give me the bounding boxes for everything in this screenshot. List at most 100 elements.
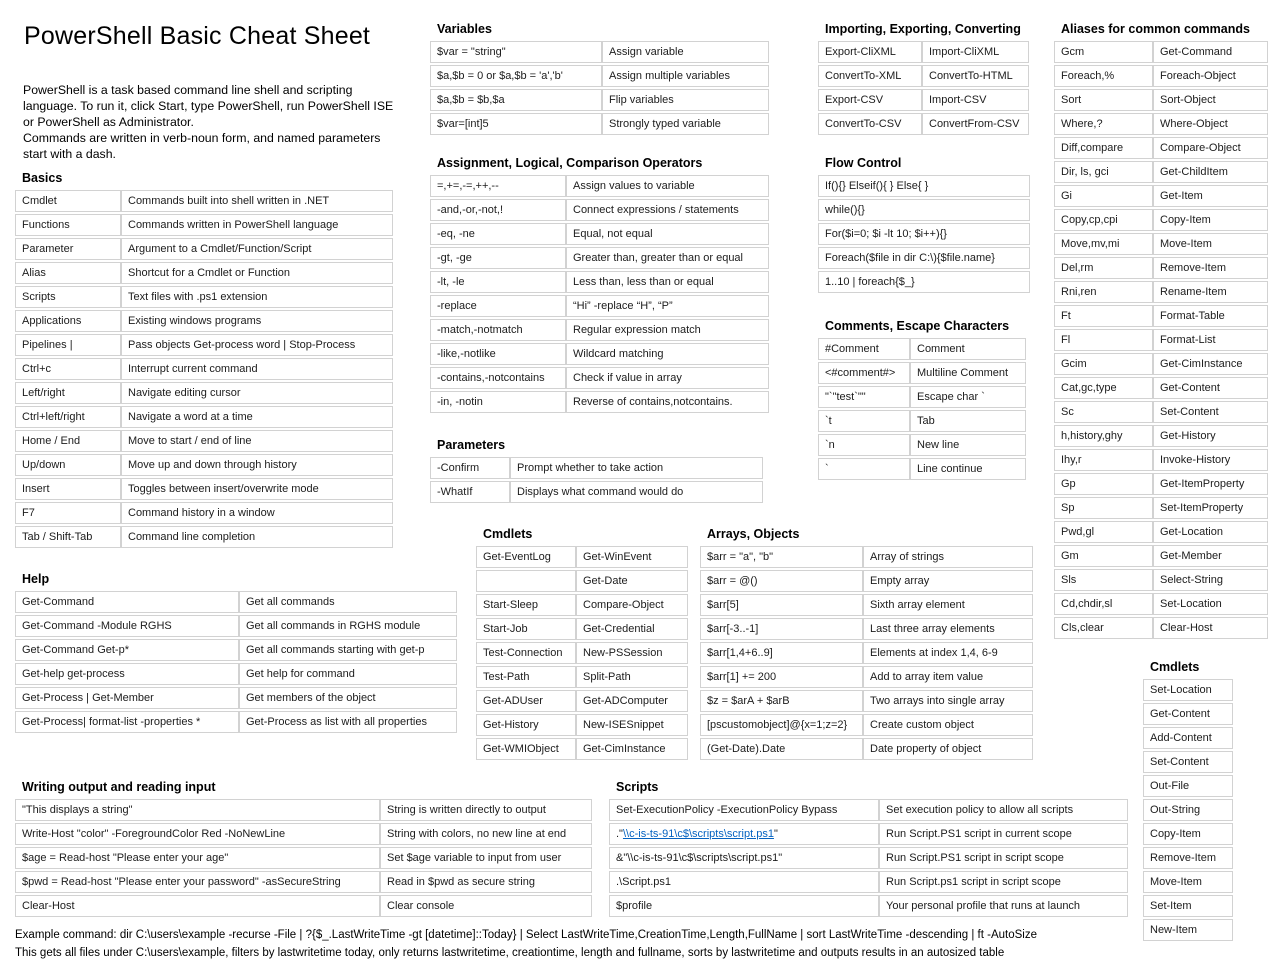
table-cell: Gcm — [1054, 41, 1153, 63]
script-path-link[interactable]: \\c-is-ts-91\c$\scripts\script.ps1 — [622, 828, 774, 840]
table-cell — [476, 570, 576, 592]
table-row: #Comment Comment — [818, 338, 1026, 360]
table-row: -WhatIf Displays what command would do — [430, 481, 763, 503]
table-row: -match,-notmatch Regular expression match — [430, 319, 769, 341]
table-cell: Shortcut for a Cmdlet or Function — [121, 262, 393, 284]
table-row: -in, -notin Reverse of contains,notcontai… — [430, 391, 769, 413]
table-cell: [pscustomobject]@{x=1;z=2} — [700, 714, 863, 736]
table-row: Ctrl+left/right Navigate a word at a time — [15, 406, 393, 428]
table-cell: Less than, less than or equal — [566, 271, 769, 293]
table-cell: Set-ItemProperty — [1153, 497, 1268, 519]
help-heading: Help — [22, 572, 50, 586]
table-cell: h,history,ghy — [1054, 425, 1153, 447]
table-row: Copy-Item — [1143, 823, 1233, 845]
table-cell: -and,-or,-not,! — [430, 199, 566, 221]
variables-table: $var = "string" Assign variable $a,$b = 0 … — [430, 39, 769, 137]
table-row: 1..10 | foreach{$_} — [818, 271, 1030, 293]
table-cell: Set execution policy to allow all script… — [879, 799, 1128, 821]
table-cell: Get-Command — [15, 591, 239, 613]
table-row: Cmdlet Commands built into shell written … — [15, 190, 393, 212]
table-row: Alias Shortcut for a Cmdlet or Function — [15, 262, 393, 284]
table-cell: -eq, -ne — [430, 223, 566, 245]
table-cell: Copy-Item — [1153, 209, 1268, 231]
table-cell: $age = Read-host "Please enter your age" — [15, 847, 380, 869]
table-cell: -WhatIf — [430, 481, 510, 503]
parameters-heading: Parameters — [437, 438, 506, 452]
table-cell: Run Script.ps1 script in script scope — [879, 871, 1128, 893]
table-row: Set-Content — [1143, 751, 1233, 773]
table-row: If(){} Elseif(){ } Else{ } — [818, 175, 1030, 197]
table-row: Foreach($file in dir C:\){$file.name} — [818, 247, 1030, 269]
table-cell: Move-Item — [1143, 871, 1233, 893]
table-cell: Get-Item — [1153, 185, 1268, 207]
table-row: Cls,clear Clear-Host — [1054, 617, 1268, 639]
table-cell: Prompt whether to take action — [510, 457, 763, 479]
table-cell: Get-ChildItem — [1153, 161, 1268, 183]
table-cell: Elements at index 1,4, 6-9 — [863, 642, 1033, 664]
table-row: Set-Location — [1143, 679, 1233, 701]
table-row: Out-String — [1143, 799, 1233, 821]
table-cell: Foreach,% — [1054, 65, 1153, 87]
table-cell: Cat,gc,type — [1054, 377, 1153, 399]
table-row: For($i=0; $i -lt 10; $i++){} — [818, 223, 1030, 245]
table-cell: Wildcard matching — [566, 343, 769, 365]
table-cell: Write-Host "color" -ForegroundColor Red … — [15, 823, 380, 845]
table-cell: Remove-Item — [1143, 847, 1233, 869]
table-row: -contains,-notcontains Check if value in … — [430, 367, 769, 389]
table-cell: Array of strings — [863, 546, 1033, 568]
writing-output-table: "This displays a string" String is writte… — [15, 797, 592, 919]
table-row: (Get-Date).Date Date property of object — [700, 738, 1033, 760]
table-cell: Connect expressions / statements — [566, 199, 769, 221]
table-cell: Pipelines | — [15, 334, 121, 356]
table-row: Insert Toggles between insert/overwrite m… — [15, 478, 393, 500]
table-cell: Foreach($file in dir C:\){$file.name} — [818, 247, 1030, 269]
table-row: while(){} — [818, 199, 1030, 221]
table-row: -replace “Hi” -replace “H”, “P” — [430, 295, 769, 317]
arrays-heading: Arrays, Objects — [707, 527, 800, 541]
table-cell: Get-EventLog — [476, 546, 576, 568]
table-cell: Greater than, greater than or equal — [566, 247, 769, 269]
table-cell: String with colors, no new line at end — [380, 823, 592, 845]
writing-output-section: Writing output and reading input "This d… — [15, 780, 592, 919]
table-row: Left/right Navigate editing cursor — [15, 382, 393, 404]
table-cell: $var = "string" — [430, 41, 602, 63]
table-cell: Empty array — [863, 570, 1033, 592]
arrays-table: $arr = "a", "b" Array of strings $arr = @(… — [700, 544, 1033, 762]
table-cell: Clear console — [380, 895, 592, 917]
table-cell: Gi — [1054, 185, 1153, 207]
table-cell: $arr[5] — [700, 594, 863, 616]
table-cell: `n — [818, 434, 910, 456]
table-cell: Set-ExecutionPolicy -ExecutionPolicy Byp… — [609, 799, 879, 821]
table-cell: Export-CSV — [818, 89, 922, 111]
table-cell: Get-CimInstance — [576, 738, 688, 760]
parameters-section: Parameters -Confirm Prompt whether to tak… — [430, 438, 763, 505]
table-row: -lt, -le Less than, less than or equal — [430, 271, 769, 293]
table-cell: New-PSSession — [576, 642, 688, 664]
table-cell: Compare-Object — [576, 594, 688, 616]
cmdlets-mid-table: Get-EventLog Get-WinEvent Get-Date Start-Sl… — [476, 544, 688, 762]
table-row: Set-Item — [1143, 895, 1233, 917]
scripts-table: Set-ExecutionPolicy -ExecutionPolicy Byp… — [609, 797, 1128, 919]
table-cell: Clear-Host — [1153, 617, 1268, 639]
table-cell: <#comment#> — [818, 362, 910, 384]
table-row: Pwd,gl Get-Location — [1054, 521, 1268, 543]
table-cell: Format-Table — [1153, 305, 1268, 327]
table-cell: Copy,cp,cpi — [1054, 209, 1153, 231]
table-row: Del,rm Remove-Item — [1054, 257, 1268, 279]
table-cell: Date property of object — [863, 738, 1033, 760]
table-cell: Escape char ` — [910, 386, 1026, 408]
table-cell: Assign variable — [602, 41, 769, 63]
table-cell: Start-Sleep — [476, 594, 576, 616]
table-cell: Interrupt current command — [121, 358, 393, 380]
table-cell: ."\\c-is-ts-91\c$\scripts\script.ps1" — [609, 823, 879, 845]
table-cell: ConvertFrom-CSV — [922, 113, 1029, 135]
table-cell: &"\\c-is-ts-91\c$\scripts\script.ps1" — [609, 847, 879, 869]
operators-section: Assignment, Logical, Comparison Operator… — [430, 156, 769, 415]
table-cell: "`"test`"" — [818, 386, 910, 408]
table-cell: Run Script.PS1 script in current scope — [879, 823, 1128, 845]
table-cell: Reverse of contains,notcontains. — [566, 391, 769, 413]
table-cell: Out-File — [1143, 775, 1233, 797]
table-row: ConvertTo-CSV ConvertFrom-CSV — [818, 113, 1029, 135]
table-cell: Displays what command would do — [510, 481, 763, 503]
table-cell: Cmdlet — [15, 190, 121, 212]
